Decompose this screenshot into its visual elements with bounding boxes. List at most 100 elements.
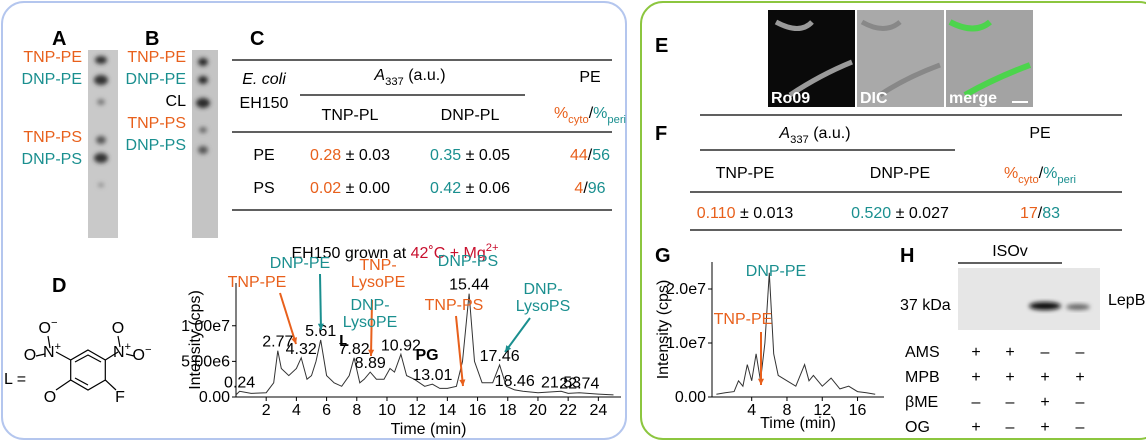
text-part: peri xyxy=(1057,174,1076,186)
arrow-head xyxy=(459,379,466,386)
header-cell: PE xyxy=(579,69,600,86)
condition-label: MPB xyxy=(905,369,940,386)
peak-annotation: DNP-PS xyxy=(438,253,498,270)
table-cell: 4/96 xyxy=(574,180,605,197)
text-part: + xyxy=(55,341,62,353)
micrographs xyxy=(768,10,1033,107)
condition-sign: + xyxy=(1005,369,1014,386)
table-cell: 44/56 xyxy=(570,147,610,164)
condition-sign: – xyxy=(1076,419,1085,436)
condition-sign: – xyxy=(1076,344,1085,361)
y-axis-label: Intensity (cps) xyxy=(655,280,672,380)
row-label: PE xyxy=(253,147,274,164)
y-tick-label: 0.00 xyxy=(675,389,706,406)
text-part: % xyxy=(1043,165,1057,182)
peak-label: 21.53 xyxy=(541,374,581,391)
text-part: 4 xyxy=(574,180,583,197)
gel-label: DNP-PS xyxy=(126,137,186,154)
text-part: % xyxy=(593,105,607,122)
text-part: 96 xyxy=(588,180,606,197)
condition-sign: – xyxy=(972,394,981,411)
text-part: 17 xyxy=(1020,205,1038,222)
atom: O xyxy=(44,389,56,406)
table-cell: 0.02 ± 0.00 xyxy=(310,180,390,197)
image-caption: merge xyxy=(949,90,997,107)
condition-sign: + xyxy=(971,344,980,361)
left-frame xyxy=(1,1,627,440)
x-tick-label: 24 xyxy=(589,402,607,419)
arrow-head xyxy=(505,345,512,352)
y-tick-label: 5.00e6 xyxy=(181,353,230,370)
text-part: ± 0.05 xyxy=(461,147,510,164)
text-part: O xyxy=(133,347,145,364)
arrow-head xyxy=(757,378,765,385)
x-tick-label: 12 xyxy=(813,402,831,419)
panel-letter: F xyxy=(655,123,667,145)
text-part: 56 xyxy=(592,147,610,164)
gel-label: TNP-PE xyxy=(23,49,82,66)
header-cell: %cyto/%peri xyxy=(1004,165,1076,186)
peak-label: 2.77 xyxy=(262,334,293,351)
header-cell: TNP-PL xyxy=(322,107,379,124)
text-part: O xyxy=(112,320,124,337)
condition-sign: + xyxy=(1040,369,1049,386)
arrow-head xyxy=(368,349,375,356)
table-cell: 0.520 ± 0.027 xyxy=(851,205,949,222)
condition-sign: + xyxy=(971,419,980,436)
text-part: ± 0.027 xyxy=(891,205,949,222)
text-part: N xyxy=(113,344,125,361)
text-part: / xyxy=(1038,205,1043,222)
x-tick-label: 14 xyxy=(438,402,456,419)
header-cell: DNP-PE xyxy=(870,165,930,182)
peak-annotation: LysoPS xyxy=(516,298,571,315)
peak-annotation: DNP- xyxy=(350,297,389,314)
peak-label: 15.44 xyxy=(449,277,489,294)
x-tick-label: 8 xyxy=(352,402,361,419)
text-part: ± 0.013 xyxy=(736,205,794,222)
condition-sign: + xyxy=(1005,344,1014,361)
condition-sign: + xyxy=(1040,394,1049,411)
header-cell: E. coli xyxy=(242,71,286,88)
peak-label: 4.32 xyxy=(286,341,317,358)
text-part: 0.02 xyxy=(310,180,341,197)
panel-letter: E xyxy=(655,35,668,57)
image-caption: DIC xyxy=(860,90,888,107)
text-part: (a.u.) xyxy=(404,67,446,84)
condition-sign: – xyxy=(1006,394,1015,411)
text-part: A xyxy=(778,125,790,142)
gel-label: TNP-PE xyxy=(127,49,186,66)
text-part: 0.520 xyxy=(851,205,891,222)
header-cell: EH150 xyxy=(240,95,289,112)
gel-label: CL xyxy=(166,93,187,110)
peak-label: 5.61 xyxy=(305,323,336,340)
panel-letter: A xyxy=(52,28,66,50)
text-part: O xyxy=(44,389,56,406)
x-tick-label: 18 xyxy=(499,402,517,419)
text-part: 0.35 xyxy=(430,147,461,164)
arrow xyxy=(455,315,464,387)
peak-annotation: LysoPE xyxy=(351,274,406,291)
peak-label: 8.89 xyxy=(355,355,386,372)
gel-label: DNP-PS xyxy=(22,151,82,168)
text-part: / xyxy=(583,180,588,197)
table-cell: 0.110 ± 0.013 xyxy=(697,205,794,222)
group-label: ISOv xyxy=(992,243,1028,260)
mw-marker: 37 kDa xyxy=(900,297,951,314)
x-tick-label: 8 xyxy=(783,402,792,419)
header-cell: A337 (a.u.) xyxy=(778,125,850,146)
table-cell: 0.42 ± 0.06 xyxy=(430,180,510,197)
condition-label: OG xyxy=(905,419,930,436)
text-part: 0.28 xyxy=(310,147,341,164)
peak-label: 7.82 xyxy=(338,341,369,358)
table-cell: 0.28 ± 0.03 xyxy=(310,147,390,164)
x-tick-label: 4 xyxy=(292,402,301,419)
text-part: (a.u.) xyxy=(809,125,851,142)
panel-letter: H xyxy=(900,245,914,267)
condition-sign: – xyxy=(1041,344,1050,361)
text-part: F xyxy=(115,389,125,406)
header-cell: DNP-PL xyxy=(441,107,500,124)
arrow-head xyxy=(317,323,324,330)
atom: O− xyxy=(133,344,152,364)
